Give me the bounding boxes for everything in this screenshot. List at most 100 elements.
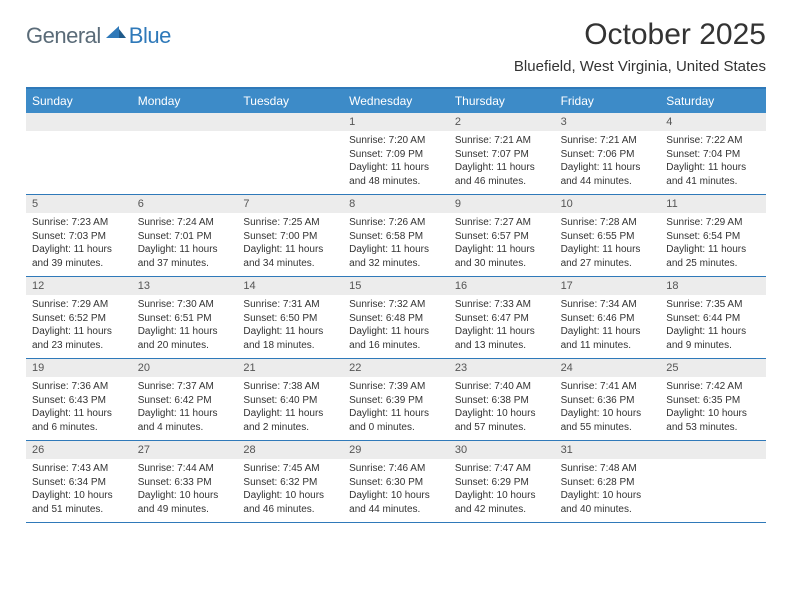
daylight-text: Daylight: 11 hours and 4 minutes.: [138, 407, 232, 434]
day-details: Sunrise: 7:30 AMSunset: 6:51 PMDaylight:…: [132, 295, 238, 358]
calendar-week: 5Sunrise: 7:23 AMSunset: 7:03 PMDaylight…: [26, 195, 766, 277]
calendar-week: 19Sunrise: 7:36 AMSunset: 6:43 PMDayligh…: [26, 359, 766, 441]
calendar-cell: 2 Sunrise: 7:21 AMSunset: 7:07 PMDaylight…: [449, 113, 555, 194]
sunset-text: Sunset: 6:30 PM: [349, 476, 443, 490]
day-details: Sunrise: 7:37 AMSunset: 6:42 PMDaylight:…: [132, 377, 238, 440]
day-number: 9: [449, 195, 555, 213]
sunset-text: Sunset: 7:09 PM: [349, 148, 443, 162]
sunset-text: Sunset: 7:03 PM: [32, 230, 126, 244]
calendar-week: 26Sunrise: 7:43 AMSunset: 6:34 PMDayligh…: [26, 441, 766, 523]
day-details: Sunrise: 7:29 AMSunset: 6:54 PMDaylight:…: [660, 213, 766, 276]
day-details: Sunrise: 7:36 AMSunset: 6:43 PMDaylight:…: [26, 377, 132, 440]
sunset-text: Sunset: 6:43 PM: [32, 394, 126, 408]
day-details: Sunrise: 7:26 AMSunset: 6:58 PMDaylight:…: [343, 213, 449, 276]
sunset-text: Sunset: 6:42 PM: [138, 394, 232, 408]
calendar-cell: 23Sunrise: 7:40 AMSunset: 6:38 PMDayligh…: [449, 359, 555, 440]
day-number: 25: [660, 359, 766, 377]
sunrise-text: Sunrise: 7:36 AM: [32, 380, 126, 394]
weekday-label: Monday: [132, 89, 238, 113]
sunrise-text: Sunrise: 7:31 AM: [243, 298, 337, 312]
sunrise-text: Sunrise: 7:25 AM: [243, 216, 337, 230]
sunrise-text: Sunrise: 7:24 AM: [138, 216, 232, 230]
sunrise-text: Sunrise: 7:48 AM: [561, 462, 655, 476]
sunset-text: Sunset: 6:58 PM: [349, 230, 443, 244]
weekday-label: Friday: [555, 89, 661, 113]
day-number: [132, 113, 238, 131]
calendar-cell: 18Sunrise: 7:35 AMSunset: 6:44 PMDayligh…: [660, 277, 766, 358]
calendar-cell: 10Sunrise: 7:28 AMSunset: 6:55 PMDayligh…: [555, 195, 661, 276]
daylight-text: Daylight: 11 hours and 30 minutes.: [455, 243, 549, 270]
day-number: 30: [449, 441, 555, 459]
day-details: Sunrise: 7:42 AMSunset: 6:35 PMDaylight:…: [660, 377, 766, 440]
day-number: 13: [132, 277, 238, 295]
calendar-cell: 20Sunrise: 7:37 AMSunset: 6:42 PMDayligh…: [132, 359, 238, 440]
logo-mark-icon: [105, 22, 127, 49]
day-number: 2: [449, 113, 555, 131]
sunrise-text: Sunrise: 7:38 AM: [243, 380, 337, 394]
sunrise-text: Sunrise: 7:45 AM: [243, 462, 337, 476]
calendar-cell: 6Sunrise: 7:24 AMSunset: 7:01 PMDaylight…: [132, 195, 238, 276]
sunrise-text: Sunrise: 7:33 AM: [455, 298, 549, 312]
day-details: Sunrise: 7:29 AMSunset: 6:52 PMDaylight:…: [26, 295, 132, 358]
daylight-text: Daylight: 11 hours and 9 minutes.: [666, 325, 760, 352]
calendar-cell: 11Sunrise: 7:29 AMSunset: 6:54 PMDayligh…: [660, 195, 766, 276]
calendar-week: 1Sunrise: 7:20 AMSunset: 7:09 PMDaylight…: [26, 113, 766, 195]
day-number: 1: [343, 113, 449, 131]
sunrise-text: Sunrise: 7:37 AM: [138, 380, 232, 394]
calendar-cell: [26, 113, 132, 194]
daylight-text: Daylight: 11 hours and 39 minutes.: [32, 243, 126, 270]
daylight-text: Daylight: 11 hours and 18 minutes.: [243, 325, 337, 352]
logo-text-general: General: [26, 23, 101, 49]
weekday-header: Sunday Monday Tuesday Wednesday Thursday…: [26, 89, 766, 113]
day-number: 15: [343, 277, 449, 295]
sunset-text: Sunset: 6:46 PM: [561, 312, 655, 326]
sunrise-text: Sunrise: 7:39 AM: [349, 380, 443, 394]
daylight-text: Daylight: 11 hours and 41 minutes.: [666, 161, 760, 188]
day-details: Sunrise: 7:20 AMSunset: 7:09 PMDaylight:…: [343, 131, 449, 194]
calendar-cell: 5Sunrise: 7:23 AMSunset: 7:03 PMDaylight…: [26, 195, 132, 276]
weekday-label: Wednesday: [343, 89, 449, 113]
calendar-cell: 29Sunrise: 7:46 AMSunset: 6:30 PMDayligh…: [343, 441, 449, 522]
day-details: Sunrise: 7:40 AMSunset: 6:38 PMDaylight:…: [449, 377, 555, 440]
calendar-cell: 12Sunrise: 7:29 AMSunset: 6:52 PMDayligh…: [26, 277, 132, 358]
daylight-text: Daylight: 11 hours and 11 minutes.: [561, 325, 655, 352]
calendar-cell: 31Sunrise: 7:48 AMSunset: 6:28 PMDayligh…: [555, 441, 661, 522]
day-details: Sunrise: 7:35 AMSunset: 6:44 PMDaylight:…: [660, 295, 766, 358]
header: General Blue October 2025 Bluefield, Wes…: [26, 18, 766, 75]
daylight-text: Daylight: 10 hours and 46 minutes.: [243, 489, 337, 516]
weekday-label: Tuesday: [237, 89, 343, 113]
day-number: 5: [26, 195, 132, 213]
daylight-text: Daylight: 10 hours and 40 minutes.: [561, 489, 655, 516]
day-number: 18: [660, 277, 766, 295]
day-number: 19: [26, 359, 132, 377]
day-details: Sunrise: 7:23 AMSunset: 7:03 PMDaylight:…: [26, 213, 132, 276]
calendar-cell: 25Sunrise: 7:42 AMSunset: 6:35 PMDayligh…: [660, 359, 766, 440]
day-number: 3: [555, 113, 661, 131]
sunrise-text: Sunrise: 7:47 AM: [455, 462, 549, 476]
day-number: 28: [237, 441, 343, 459]
daylight-text: Daylight: 11 hours and 46 minutes.: [455, 161, 549, 188]
day-number: 22: [343, 359, 449, 377]
daylight-text: Daylight: 11 hours and 25 minutes.: [666, 243, 760, 270]
sunrise-text: Sunrise: 7:40 AM: [455, 380, 549, 394]
sunset-text: Sunset: 6:57 PM: [455, 230, 549, 244]
calendar-cell: 15Sunrise: 7:32 AMSunset: 6:48 PMDayligh…: [343, 277, 449, 358]
sunset-text: Sunset: 6:54 PM: [666, 230, 760, 244]
sunset-text: Sunset: 6:28 PM: [561, 476, 655, 490]
daylight-text: Daylight: 11 hours and 34 minutes.: [243, 243, 337, 270]
daylight-text: Daylight: 10 hours and 57 minutes.: [455, 407, 549, 434]
sunrise-text: Sunrise: 7:21 AM: [455, 134, 549, 148]
sunset-text: Sunset: 7:07 PM: [455, 148, 549, 162]
day-number: 11: [660, 195, 766, 213]
sunrise-text: Sunrise: 7:44 AM: [138, 462, 232, 476]
sunrise-text: Sunrise: 7:29 AM: [666, 216, 760, 230]
daylight-text: Daylight: 11 hours and 48 minutes.: [349, 161, 443, 188]
daylight-text: Daylight: 10 hours and 42 minutes.: [455, 489, 549, 516]
calendar-cell: 13Sunrise: 7:30 AMSunset: 6:51 PMDayligh…: [132, 277, 238, 358]
day-number: 7: [237, 195, 343, 213]
sunrise-text: Sunrise: 7:22 AM: [666, 134, 760, 148]
sunset-text: Sunset: 6:51 PM: [138, 312, 232, 326]
day-details: Sunrise: 7:46 AMSunset: 6:30 PMDaylight:…: [343, 459, 449, 522]
title-block: October 2025 Bluefield, West Virginia, U…: [514, 18, 766, 75]
calendar-cell: 7Sunrise: 7:25 AMSunset: 7:00 PMDaylight…: [237, 195, 343, 276]
